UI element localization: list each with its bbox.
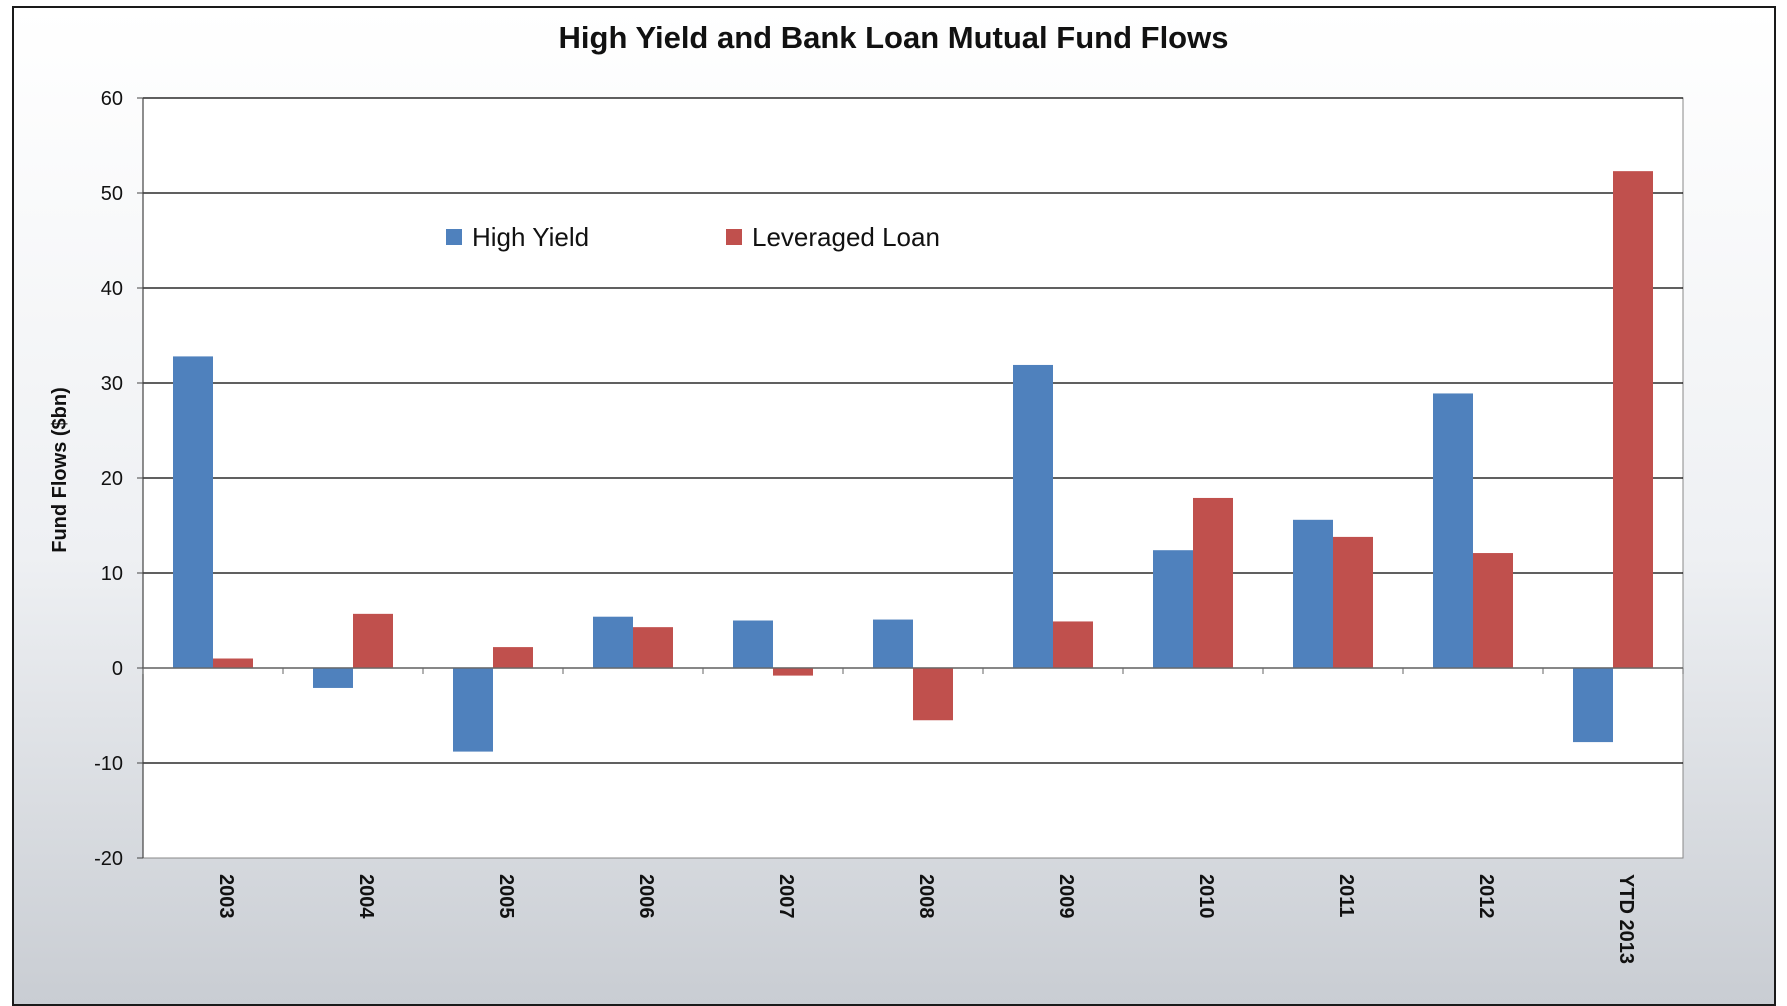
y-axis-label: Fund Flows ($bn) (49, 387, 71, 553)
bar-high-yield-9 (1433, 393, 1473, 668)
bar-leveraged-loan-8 (1333, 536, 1373, 668)
bar-high-yield-8 (1293, 519, 1333, 668)
bar-leveraged-loan-3 (633, 627, 673, 668)
bar-leveraged-loan-9 (1473, 553, 1513, 668)
y-tick-label: -20 (94, 848, 123, 870)
legend-swatch (446, 229, 462, 245)
bar-leveraged-loan-2 (493, 647, 533, 668)
legend-swatch (726, 229, 742, 245)
x-tick-label: 2011 (1335, 874, 1357, 917)
bar-leveraged-loan-0 (213, 658, 253, 668)
x-tick-label: YTD 2013 (1615, 874, 1637, 964)
x-tick-label: 2003 (215, 874, 237, 919)
x-tick-label: 2010 (1195, 874, 1217, 919)
legend: High Yield Leveraged Loan (446, 222, 940, 252)
legend-label: High Yield (472, 222, 589, 252)
bar-leveraged-loan-5 (913, 668, 953, 721)
bar-high-yield-0 (173, 356, 213, 668)
x-tick-label: 2006 (635, 874, 657, 919)
bar-leveraged-loan-1 (353, 613, 393, 668)
y-tick-label: 30 (101, 373, 123, 395)
bar-high-yield-1 (313, 668, 353, 688)
bar-high-yield-2 (453, 668, 493, 752)
bar-leveraged-loan-7 (1193, 497, 1233, 668)
bar-high-yield-5 (873, 619, 913, 668)
y-tick-label: -10 (94, 753, 123, 775)
x-tick-label: 2008 (915, 874, 937, 919)
bar-high-yield-3 (593, 616, 633, 668)
bar-leveraged-loan-4 (773, 668, 813, 676)
x-tick-label: 2004 (355, 874, 377, 919)
bar-high-yield-10 (1573, 668, 1613, 743)
y-tick-label: 20 (101, 468, 123, 490)
y-tick-label: 50 (101, 183, 123, 205)
legend-label: Leveraged Loan (752, 222, 940, 252)
x-tick-label: 2005 (495, 874, 517, 919)
x-tick-label: 2012 (1475, 874, 1497, 919)
y-tick-label: 60 (101, 88, 123, 110)
bar-high-yield-4 (733, 620, 773, 668)
y-tick-label: 0 (112, 658, 123, 680)
bar-chart: -20 -10 0 10 20 30 40 50 60 2003 2004 2005 2006 2007… (49, 88, 1684, 964)
bar-high-yield-7 (1153, 550, 1193, 668)
x-tick-label: 2007 (775, 874, 797, 919)
y-tick-label: 40 (101, 278, 123, 300)
y-tick-label: 10 (101, 563, 123, 585)
x-tick-label: 2009 (1055, 874, 1077, 919)
bar-high-yield-6 (1013, 364, 1053, 668)
bar-leveraged-loan-6 (1053, 621, 1093, 668)
bar-leveraged-loan-10 (1613, 171, 1653, 668)
chart-title: High Yield and Bank Loan Mutual Fund Flo… (558, 20, 1229, 55)
